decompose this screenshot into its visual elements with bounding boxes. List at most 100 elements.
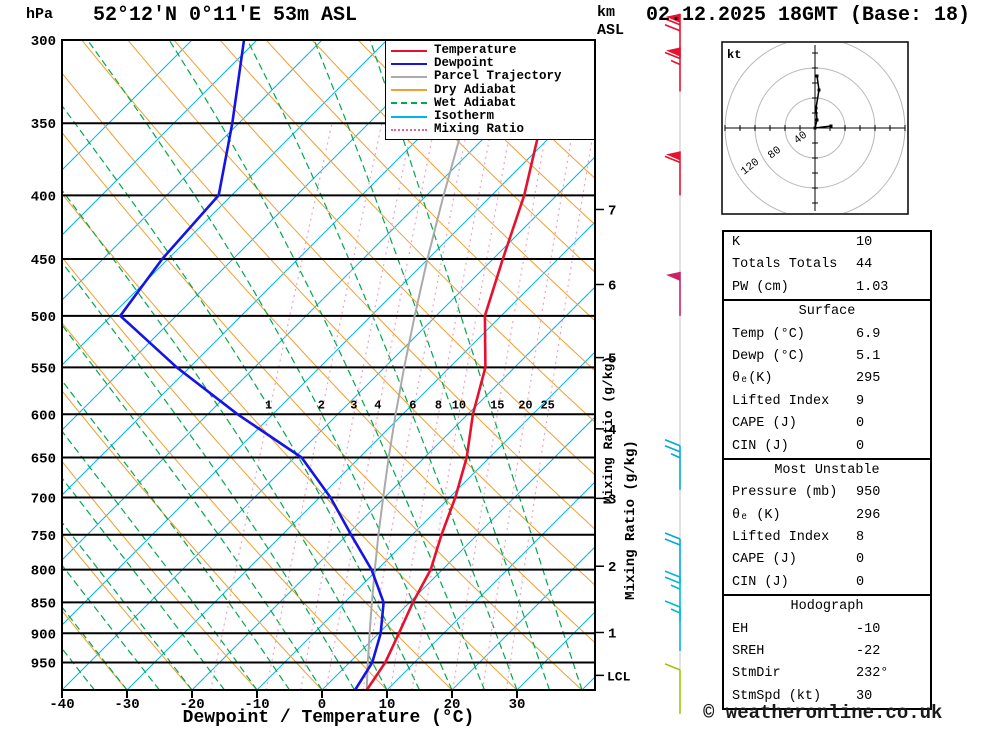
stat-label: SREH (732, 644, 765, 660)
legend-item: Wet Adiabat (391, 96, 589, 110)
km-tick-label: 5 (608, 352, 616, 368)
pressure-tick-label: 650 (31, 452, 56, 468)
pressure-tick-label: 450 (31, 253, 56, 269)
legend-label: Dewpoint (434, 56, 495, 71)
barb-flag (666, 13, 680, 23)
mixing-ratio-line (505, 123, 595, 690)
isotherm-line (451, 546, 595, 690)
stat-row: θₑ(K) 295 (724, 368, 930, 390)
mixing-ratio-line (300, 123, 414, 690)
legend-swatch-solid (391, 49, 427, 52)
barb-full (664, 439, 681, 447)
stat-row: Temp (°C) 6.9 (724, 324, 930, 346)
stat-label: Dewp (°C) (732, 348, 805, 364)
legend-item: Dry Adiabat (391, 82, 589, 97)
parcel-trajectory-line (365, 40, 492, 690)
stat-value: 232° (856, 666, 889, 682)
stat-row: PW (cm) 1.03 (724, 277, 930, 299)
km-tick-label: 6 (608, 279, 616, 295)
wet-adiabat-line (62, 606, 128, 690)
stats-section: Surface Temp (°C) 6.9 Dewp (°C) 5.1 θₑ(K) 295 L… (724, 299, 930, 458)
isotherm-line (191, 286, 595, 690)
pressure-unit-label: hPa (26, 6, 54, 23)
stat-label: θₑ (K) (732, 507, 781, 523)
stat-value: 5.1 (856, 348, 881, 364)
stat-label: CIN (J) (732, 574, 789, 590)
km-tick-label: 7 (608, 203, 616, 219)
stats-table: K 10 Totals Totals 44 PW (cm) 1.03 Surface Temp… (722, 230, 932, 711)
stat-value: 296 (856, 507, 881, 523)
pressure-tick-label: 600 (31, 408, 56, 424)
mixing-ratio-value-label: 4 (374, 398, 381, 412)
pressure-tick-label: 800 (31, 564, 56, 580)
dry-adiabat-line (265, 40, 595, 372)
legend-swatch-solid (391, 89, 427, 92)
stat-label: StmDir (732, 666, 781, 682)
stat-label: CIN (J) (732, 438, 789, 454)
barb-half (670, 453, 681, 459)
barb-half (670, 608, 681, 614)
km-tick-label: 3 (608, 492, 616, 508)
stat-label: CAPE (J) (732, 416, 797, 432)
mixing-ratio-value-label: 25 (540, 398, 554, 412)
legend-label: Dry Adiabat (434, 82, 517, 97)
mixing-ratio-line (482, 123, 575, 690)
stat-row: CAPE (J) 0 (724, 413, 930, 435)
stat-value: 0 (856, 552, 865, 568)
isotherm-line (62, 91, 595, 626)
mixing-ratio-line-label: Mixing Ratio (g/kg) (601, 356, 616, 504)
mixing-ratio-line (265, 123, 383, 690)
stats-section: Hodograph EH -10 SREH -22 StmDir 232° StmSpd (k… (724, 594, 930, 708)
mixing-ratio-lines: 1 2 3 4 6 8 10 15 20 25 (210, 123, 595, 690)
legend-item: Temperature (391, 44, 589, 57)
temp-tick-label: 0 (318, 697, 326, 713)
temp-tick-label: -20 (179, 697, 204, 713)
hodograph-trace-marker (813, 126, 817, 130)
isotherm-line (386, 481, 595, 690)
stat-value: 0 (856, 416, 865, 432)
dry-adiabat-line (403, 40, 595, 226)
stat-label: Temp (°C) (732, 326, 805, 342)
legend-item: Dewpoint (391, 57, 589, 70)
wind-barb (666, 271, 681, 316)
km-tick-label: 4 (608, 423, 616, 439)
mixing-ratio-value-label: 10 (452, 398, 466, 412)
hodograph-trace-marker (814, 106, 818, 110)
barb-full (664, 576, 681, 584)
stat-label: θₑ(K) (732, 371, 773, 387)
wind-barb (664, 532, 681, 583)
stat-value: 6.9 (856, 326, 881, 342)
stat-row: StmSpd (kt) 30 (724, 686, 930, 708)
pressure-tick-label: 900 (31, 627, 56, 643)
dry-adiabat-line (311, 40, 595, 322)
stat-label: PW (cm) (732, 279, 789, 295)
mixing-ratio-line (452, 123, 549, 690)
stat-value: 8 (856, 530, 865, 546)
pressure-tick-label: 400 (31, 189, 56, 205)
barb-full (664, 445, 681, 453)
stat-row: Lifted Index 8 (724, 527, 930, 549)
barb-full (664, 538, 681, 546)
stat-value: -22 (856, 644, 881, 660)
stat-row: EH -10 (724, 619, 930, 641)
stat-label: StmSpd (kt) (732, 688, 822, 704)
wind-barb (664, 663, 681, 714)
stats-section: K 10 Totals Totals 44 PW (cm) 1.03 (724, 232, 930, 299)
stat-label: Lifted Index (732, 393, 830, 409)
stat-value: 1.03 (856, 279, 889, 295)
axes-ticks-labels: 3003504004505005506006507007508008509009… (31, 34, 631, 713)
temp-tick-label: 20 (444, 697, 461, 713)
stat-label: Pressure (mb) (732, 485, 838, 501)
barb-flag (666, 47, 680, 57)
stat-label: CAPE (J) (732, 552, 797, 568)
isotherm-line (62, 40, 453, 431)
wind-barb (664, 151, 681, 196)
temp-tick-label: 30 (509, 697, 526, 713)
pressure-tick-label: 300 (31, 34, 56, 50)
stat-row: Lifted Index 9 (724, 391, 930, 413)
stats-section-title: Most Unstable (774, 462, 880, 478)
stat-value: 0 (856, 438, 865, 454)
dry-adiabat-line (62, 533, 193, 690)
